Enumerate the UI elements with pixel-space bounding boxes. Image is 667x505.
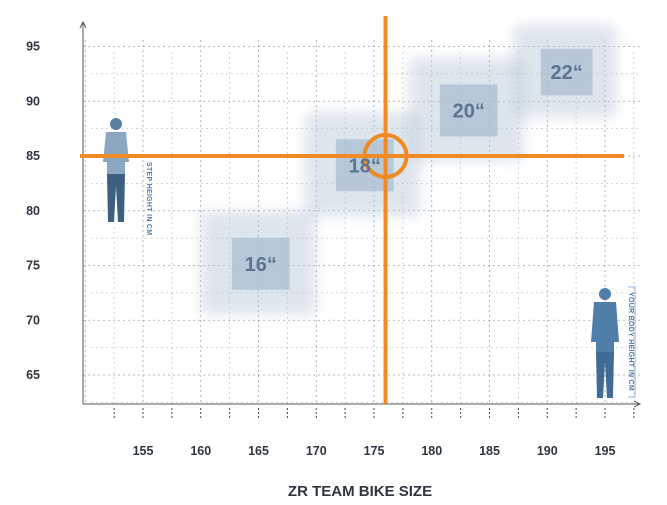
x-tick-label: 190	[537, 444, 558, 458]
x-tick-label: 185	[479, 444, 500, 458]
y-axis-title: STEP HEIGHT IN CM	[145, 162, 152, 235]
x-axis-bracket	[628, 286, 636, 398]
size-label: 22“	[551, 62, 583, 84]
tick-labels: 155 160 165 170 175 180 185 190 195 65 70 75 80 85 90 9…	[26, 40, 615, 459]
highlight-circle	[362, 133, 409, 179]
x-tick-label: 170	[306, 444, 327, 458]
y-tick-label: 80	[26, 204, 40, 218]
y-tick-label: 90	[26, 94, 40, 108]
size-boxes	[200, 24, 617, 315]
size-box	[439, 84, 498, 137]
size-box	[540, 48, 593, 96]
y-tick-label: 70	[26, 313, 40, 327]
person-figure-icon-right	[591, 288, 619, 398]
y-tick-label: 95	[26, 40, 40, 54]
person-figure-icon-left	[103, 118, 129, 222]
x-tick-label: 165	[248, 444, 269, 458]
y-axis-arrow	[79, 20, 87, 29]
x-tick-label: 180	[421, 444, 442, 458]
y-tick-label: 85	[26, 149, 40, 163]
axes	[79, 20, 642, 420]
size-label: 18“	[349, 155, 381, 177]
size-box	[231, 237, 290, 290]
size-label: 16“	[245, 254, 277, 276]
x-axis-arrow	[633, 400, 642, 408]
x-tick-label: 175	[364, 444, 385, 458]
size-labels: 16“ 18“ 20“ 22“	[245, 62, 583, 276]
y-tick-label: 75	[26, 259, 40, 273]
x-tick-label: 195	[595, 444, 616, 458]
highlight	[80, 16, 624, 404]
y-tick-label: 65	[26, 368, 40, 382]
x-axis-title: ZR TEAM BIKE SIZE	[288, 483, 432, 500]
x-tick-label: 155	[133, 444, 154, 458]
x-tick-label: 160	[190, 444, 211, 458]
x-axis-note: YOUR BODY HEIGHT IN CM	[627, 292, 634, 391]
size-label: 20“	[453, 101, 485, 123]
